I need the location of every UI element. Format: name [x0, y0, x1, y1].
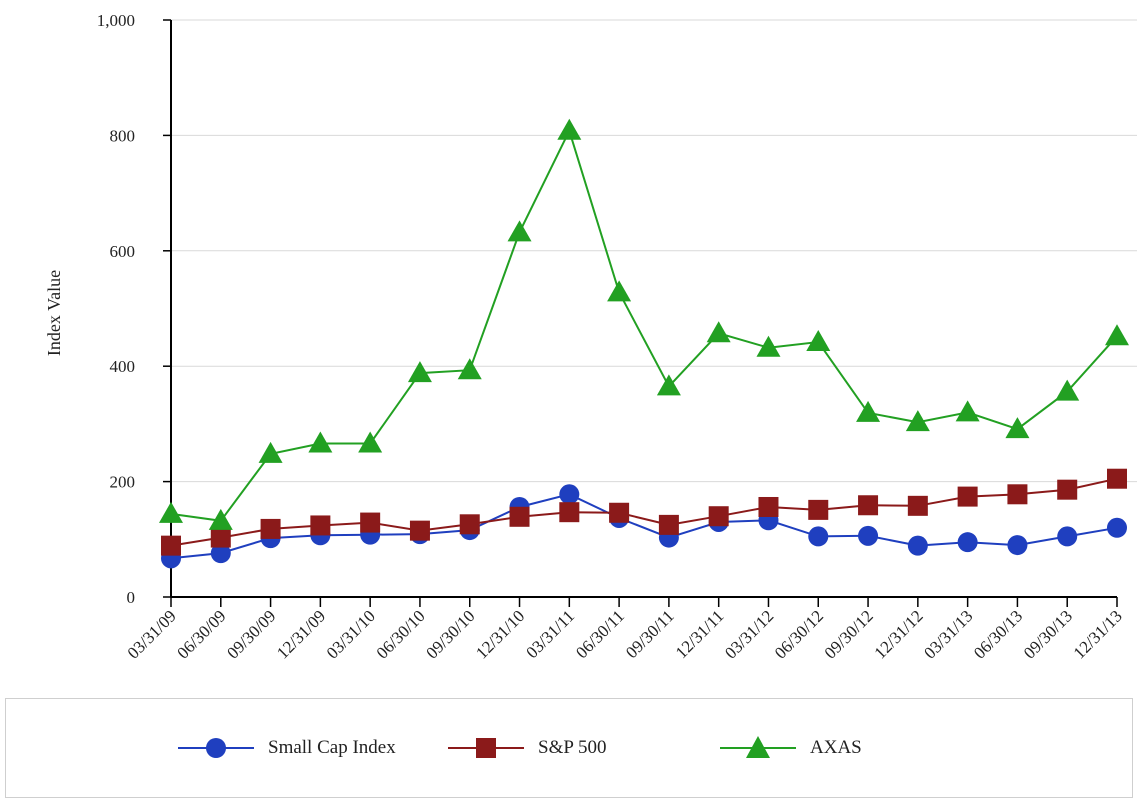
data-point-s-p-500	[708, 506, 729, 527]
x-tick-label: 06/30/11	[572, 606, 628, 662]
legend-item-small-cap-index: Small Cap Index	[176, 699, 396, 797]
data-point-s-p-500	[409, 520, 430, 541]
data-point-s-p-500	[161, 535, 181, 556]
x-tick-label: 12/31/12	[870, 606, 926, 662]
data-point-s-p-500	[658, 514, 679, 535]
x-tick-label: 09/30/13	[1020, 606, 1076, 662]
x-tick-label: 03/31/10	[323, 606, 379, 662]
data-point-s-p-500	[957, 486, 978, 507]
legend: Small Cap Index S&P 500 AXAS	[5, 698, 1133, 798]
gridlines	[171, 19, 1137, 483]
data-point-axas	[358, 431, 383, 453]
legend-label: Small Cap Index	[268, 737, 396, 758]
data-point-s-p-500	[808, 499, 829, 520]
data-point-small-cap-index	[858, 525, 879, 546]
x-tick-label: 09/30/12	[821, 606, 877, 662]
data-point-axas	[856, 400, 881, 422]
y-tick-label: 1,000	[97, 11, 135, 30]
x-tick-label: 06/30/12	[771, 606, 827, 662]
data-point-axas	[159, 501, 183, 523]
data-point-s-p-500	[1007, 484, 1028, 505]
y-tick-label: 200	[110, 473, 136, 492]
data-point-s-p-500	[260, 518, 281, 539]
x-tick-label: 12/31/13	[1070, 606, 1126, 662]
data-point-axas	[656, 374, 681, 396]
data-point-axas	[407, 361, 432, 383]
legend-marker-square	[448, 738, 524, 758]
x-tick-label: 12/31/10	[472, 606, 528, 662]
data-point-s-p-500	[907, 495, 928, 516]
data-point-s-p-500	[1057, 479, 1078, 500]
data-point-s-p-500	[758, 496, 779, 517]
x-tick-label: 09/30/11	[622, 606, 678, 662]
data-point-s-p-500	[360, 512, 381, 533]
data-point-axas	[457, 358, 482, 380]
data-point-small-cap-index	[957, 532, 978, 553]
x-tick-label: 03/31/13	[920, 606, 976, 662]
data-point-small-cap-index	[210, 543, 231, 564]
legend-label: S&P 500	[538, 737, 607, 758]
x-tick-label: 06/30/10	[373, 606, 429, 662]
data-point-small-cap-index	[559, 484, 580, 505]
data-point-axas	[557, 118, 582, 140]
data-point-axas	[258, 441, 283, 463]
x-tick-label: 03/31/11	[522, 606, 578, 662]
data-point-axas	[756, 335, 781, 357]
data-point-small-cap-index	[808, 526, 829, 547]
x-tick-label: 12/31/11	[672, 606, 728, 662]
data-point-s-p-500	[210, 527, 231, 548]
x-tick-label: 06/30/13	[970, 606, 1026, 662]
data-point-small-cap-index	[1057, 526, 1078, 547]
x-tick-label: 09/30/10	[422, 606, 478, 662]
y-axis-title: Index Value	[44, 270, 64, 356]
series-s-p-500	[161, 468, 1127, 556]
data-point-axas	[905, 410, 930, 432]
x-tick-label: 03/31/09	[124, 606, 180, 662]
x-axis-ticks: 03/31/0906/30/0909/30/0912/31/0903/31/10…	[124, 597, 1126, 663]
data-point-axas	[806, 329, 831, 351]
legend-item-axas: AXAS	[718, 699, 862, 797]
data-point-axas	[1055, 379, 1080, 401]
y-tick-label: 600	[110, 242, 136, 261]
y-tick-label: 0	[127, 588, 136, 607]
x-tick-label: 12/31/09	[273, 606, 329, 662]
data-point-s-p-500	[509, 506, 530, 527]
series-layer	[159, 118, 1129, 569]
series-line-axas	[170, 128, 1118, 522]
legend-item-sp500: S&P 500	[446, 699, 606, 797]
data-point-axas	[208, 508, 233, 530]
data-point-s-p-500	[1107, 468, 1127, 489]
y-axis-ticks: 0 200 400 600 800 1,000	[97, 11, 171, 607]
y-tick-label: 400	[110, 357, 136, 376]
data-point-s-p-500	[858, 495, 879, 516]
data-point-axas	[607, 280, 632, 302]
x-tick-label: 09/30/09	[223, 606, 279, 662]
x-tick-label: 06/30/09	[173, 606, 229, 662]
legend-label: AXAS	[810, 737, 862, 758]
y-tick-label: 800	[110, 126, 136, 145]
data-point-small-cap-index	[1107, 517, 1127, 538]
data-point-s-p-500	[310, 515, 331, 536]
data-point-s-p-500	[459, 514, 480, 535]
series-axas	[159, 118, 1129, 530]
data-point-small-cap-index	[907, 535, 928, 556]
data-point-s-p-500	[609, 502, 630, 523]
data-point-axas	[507, 220, 532, 242]
data-point-axas	[1105, 324, 1129, 346]
data-point-axas	[706, 321, 731, 343]
x-tick-label: 03/31/12	[721, 606, 777, 662]
data-point-axas	[1005, 417, 1030, 439]
data-point-axas	[955, 400, 980, 422]
data-point-s-p-500	[559, 502, 580, 523]
legend-marker-triangle	[720, 736, 796, 758]
data-point-axas	[308, 431, 333, 453]
legend-marker-circle	[178, 738, 254, 758]
data-point-small-cap-index	[1007, 535, 1028, 556]
